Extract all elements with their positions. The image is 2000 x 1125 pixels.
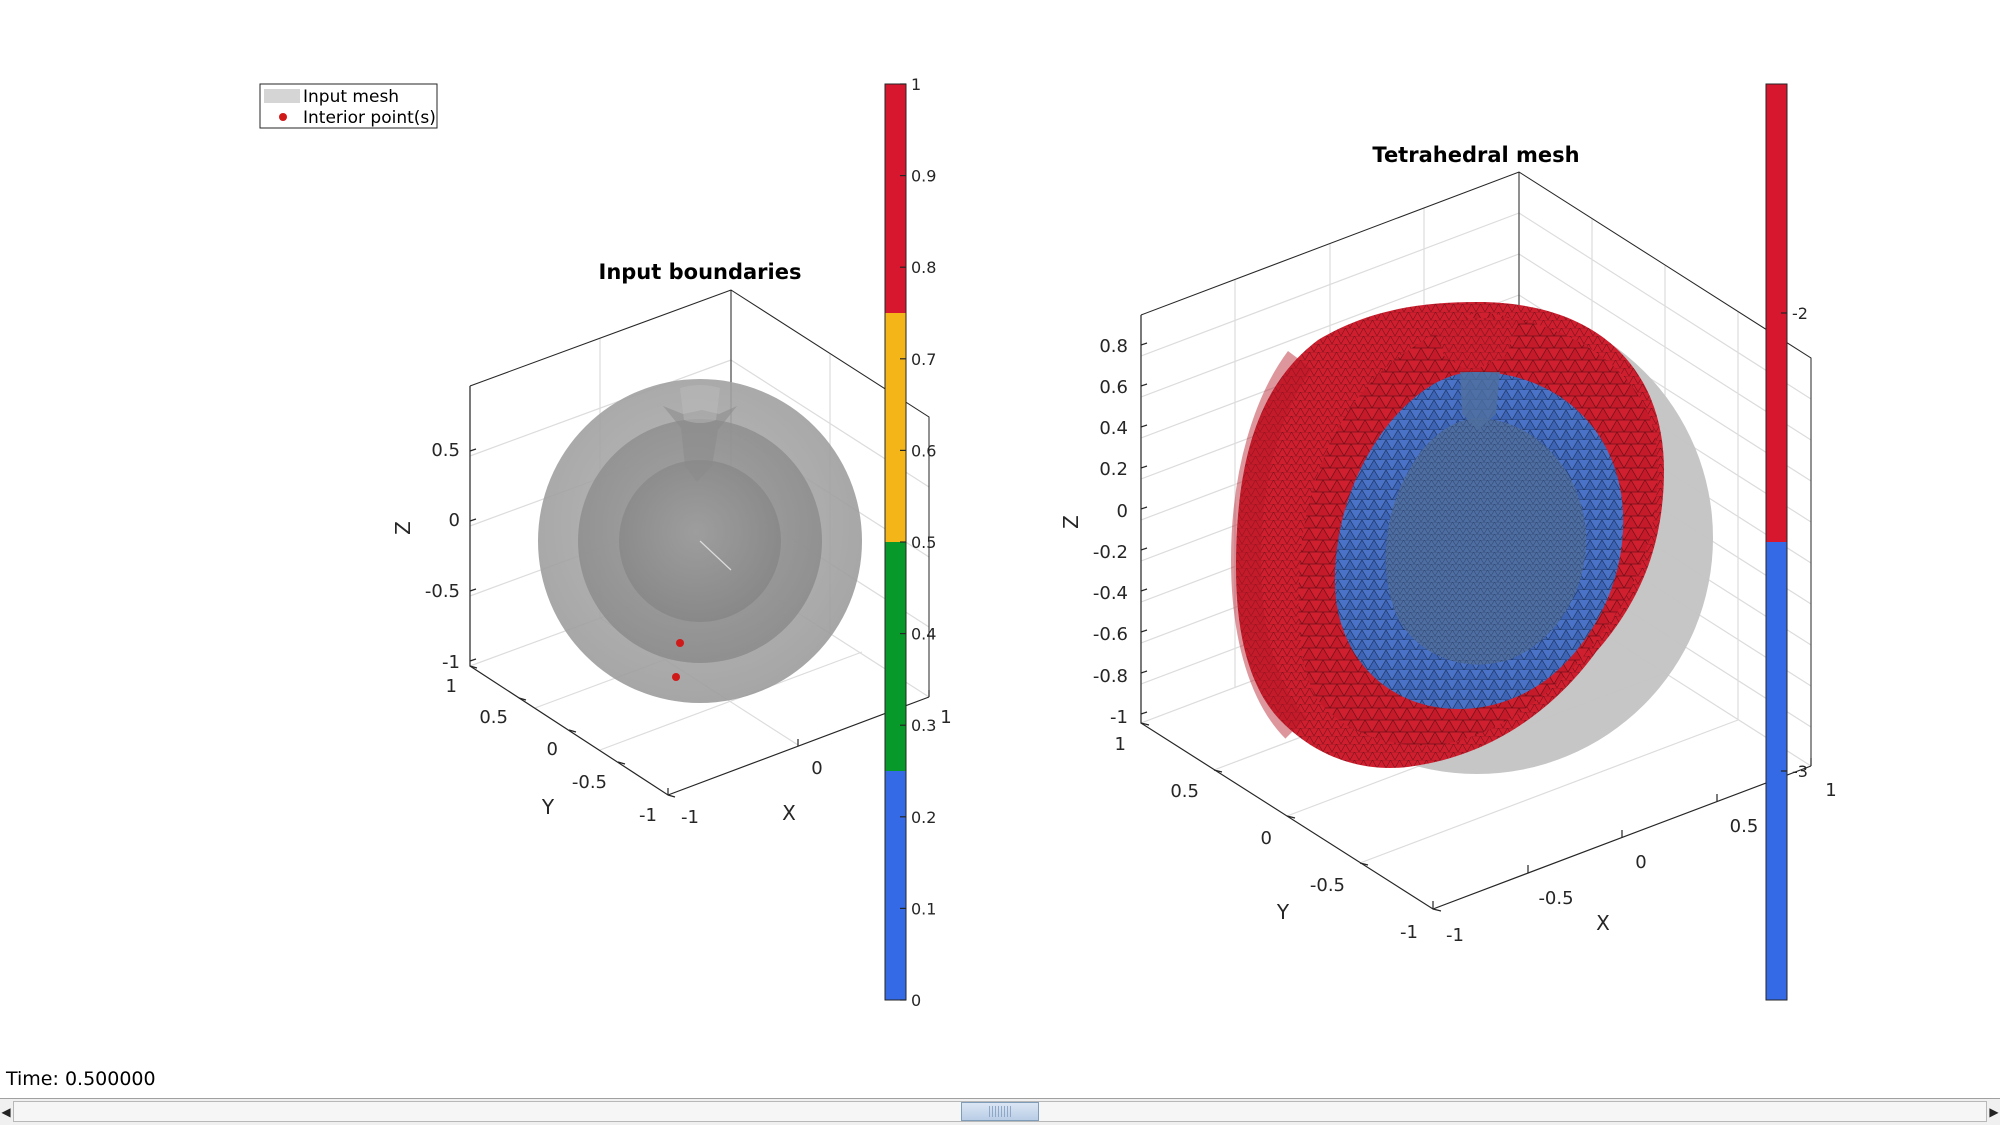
right-colorbar-tick: -3: [1792, 762, 1808, 781]
figure-canvas: 0.5 0 -0.5 -1 Z 1 0.5 0 -0.5 -1 Y -1 0 1…: [259, 75, 1837, 1010]
colorbar-band: [885, 771, 906, 1000]
left-colorbar-tick: 1: [911, 75, 921, 94]
colorbar-band: [885, 84, 906, 313]
right-y-ticks: 1 0.5 0 -0.5 -1: [1115, 722, 1442, 943]
legend[interactable]: Input mesh Interior point(s): [259, 83, 438, 129]
right-x-tick: -0.5: [1538, 888, 1573, 909]
left-y-ticks: 1 0.5 0 -0.5 -1: [446, 665, 676, 826]
left-y-tick: 0.5: [479, 707, 508, 728]
right-z-tick: 0.8: [1099, 336, 1128, 357]
left-cone-shape: [663, 406, 737, 482]
right-y-label: Y: [1276, 900, 1290, 924]
interior-point: [672, 673, 680, 681]
left-y-label: Y: [541, 795, 555, 819]
right-z-tick: 0.4: [1099, 418, 1128, 439]
colorbar-band: [885, 542, 906, 771]
left-colorbar-tick: 0.7: [911, 350, 936, 369]
right-z-tick: 0.2: [1099, 459, 1128, 480]
right-x-ticks: -1 -0.5 0 0.5 1: [1432, 758, 1837, 946]
left-colorbar-tick: 0.9: [911, 167, 936, 186]
left-z-tick: -0.5: [425, 581, 460, 602]
scrollbar-track[interactable]: [13, 1101, 1987, 1122]
left-colorbar-tick: 0.3: [911, 716, 936, 735]
legend-entry-interior-points: Interior point(s): [303, 108, 436, 128]
left-colorbar-tick: 0.6: [911, 441, 936, 460]
left-axes: 0.5 0 -0.5 -1 Z 1 0.5 0 -0.5 -1 Y -1 0 1…: [391, 260, 952, 828]
colorbar-band: [1766, 542, 1787, 1000]
right-y-tick: 1: [1115, 734, 1126, 755]
left-z-tick: 0: [449, 510, 460, 531]
inner-cavity: [1385, 418, 1587, 665]
right-x-tick: 1: [1825, 780, 1836, 801]
right-z-label: Z: [1059, 515, 1083, 529]
left-colorbar-tick: 0.4: [911, 625, 936, 644]
right-z-tick: -1: [1110, 707, 1128, 728]
right-y-tick: 0: [1261, 828, 1272, 849]
right-axes: 0.8 0.6 0.4 0.2 0 -0.2 -0.4 -0.6 -0.8 -1…: [1059, 143, 1837, 946]
left-colorbar-tick: 0.8: [911, 258, 936, 277]
right-x-label: X: [1596, 911, 1610, 935]
left-colorbar-tick: 0.5: [911, 533, 936, 552]
right-z-tick: -0.4: [1093, 583, 1128, 604]
interior-point: [676, 639, 684, 647]
left-z-tick: 0.5: [431, 440, 460, 461]
right-colorbar-tick: -2: [1792, 304, 1808, 323]
left-colorbar-tick: 0.1: [911, 899, 936, 918]
legend-swatch-point: [279, 113, 287, 121]
right-z-tick: 0: [1117, 501, 1128, 522]
left-y-tick: 1: [446, 676, 457, 697]
left-x-ticks: -1 0 1: [667, 690, 952, 828]
arrow-right-icon[interactable]: ▶: [1989, 1104, 1999, 1119]
left-colorbar-tick: 0: [911, 991, 921, 1010]
left-x-label: X: [782, 801, 796, 825]
right-x-tick: -1: [1446, 925, 1464, 946]
right-colorbar: -2 -3: [1765, 83, 1808, 1001]
left-x-tick: 1: [940, 707, 951, 728]
scrollbar-thumb[interactable]: [961, 1102, 1039, 1121]
top-notch: [1432, 318, 1520, 372]
left-z-label: Z: [391, 521, 415, 535]
left-colorbar-tick: 0.2: [911, 808, 936, 827]
left-x-tick: 0: [811, 758, 822, 779]
left-z-ticks: 0.5 0 -0.5 -1: [425, 440, 477, 673]
left-plot-title: Input boundaries: [599, 260, 802, 284]
legend-swatch-mesh: [264, 89, 300, 103]
right-z-tick: -0.2: [1093, 542, 1128, 563]
legend-entry-input-mesh: Input mesh: [303, 87, 399, 107]
arrow-left-icon[interactable]: ◀: [1, 1104, 11, 1119]
left-cone-top: [680, 385, 720, 423]
right-z-ticks: 0.8 0.6 0.4 0.2 0 -0.2 -0.4 -0.6 -0.8 -1: [1093, 336, 1148, 728]
left-y-tick: -0.5: [572, 772, 607, 793]
left-x-tick: -1: [681, 807, 699, 828]
time-status: Time: 0.500000: [6, 1068, 156, 1090]
right-x-tick: 0: [1635, 852, 1646, 873]
right-y-tick: -1: [1400, 922, 1418, 943]
left-y-tick: 0: [547, 739, 558, 760]
right-z-tick: 0.6: [1099, 377, 1128, 398]
right-y-tick: 0.5: [1170, 781, 1199, 802]
right-plot-title: Tetrahedral mesh: [1372, 143, 1579, 167]
right-z-tick: -0.6: [1093, 624, 1128, 645]
left-y-tick: -1: [639, 805, 657, 826]
left-colorbar: 1 0.9 0.8 0.7 0.6 0.5 0.4 0.3 0.2 0.1 0: [884, 75, 936, 1010]
grip-icon: [989, 1106, 1011, 1117]
colorbar-band: [885, 313, 906, 542]
right-x-tick: 0.5: [1730, 816, 1759, 837]
colorbar-band: [1766, 84, 1787, 542]
time-scrollbar[interactable]: ◀ ▶: [0, 1098, 2000, 1125]
right-y-tick: -0.5: [1310, 875, 1345, 896]
left-z-tick: -1: [442, 652, 460, 673]
right-z-tick: -0.8: [1093, 666, 1128, 687]
